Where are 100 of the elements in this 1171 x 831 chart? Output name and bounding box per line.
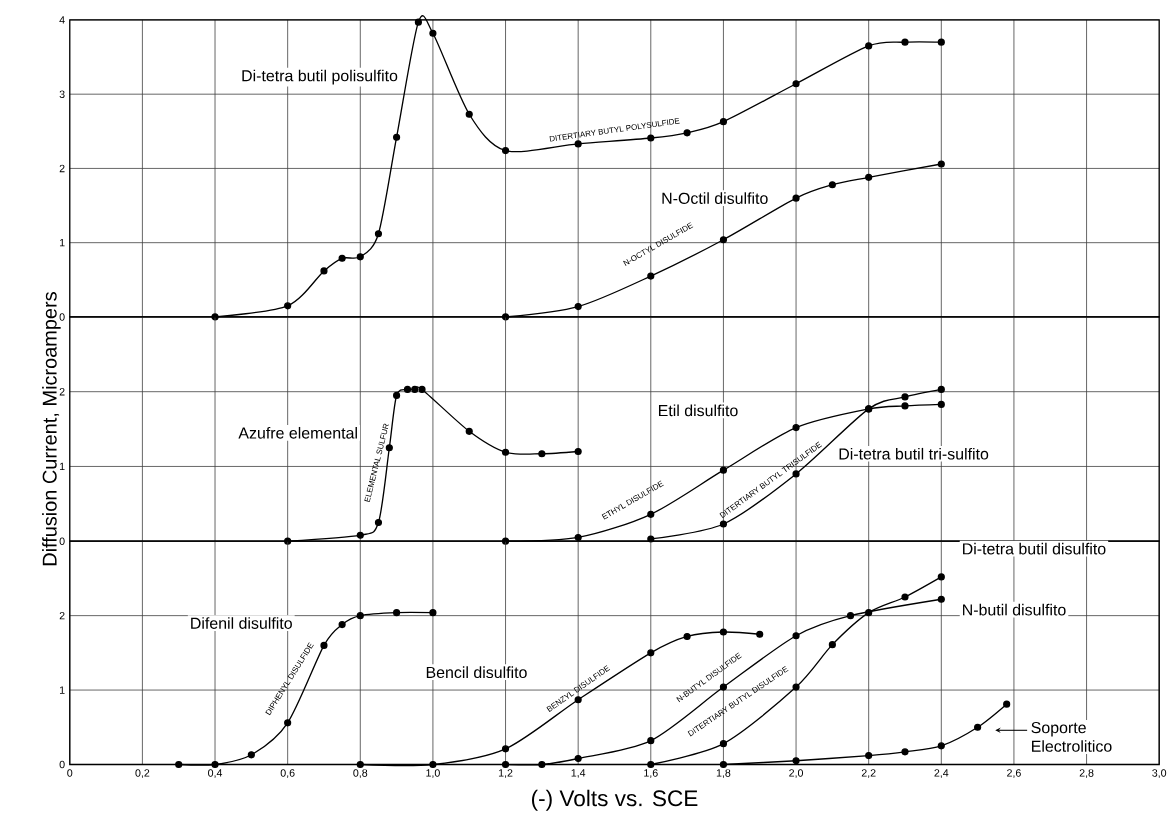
point — [901, 402, 909, 410]
point — [647, 272, 655, 280]
point — [403, 385, 412, 393]
point — [846, 611, 855, 620]
y-tick-label: 1 — [59, 462, 65, 470]
point — [418, 385, 426, 393]
point — [429, 29, 437, 37]
point — [901, 593, 909, 601]
point — [465, 427, 473, 435]
x-tick-label: 0,4 — [208, 769, 223, 778]
point — [828, 181, 836, 189]
point — [647, 535, 655, 543]
x-tick-label: 1,2 — [498, 769, 513, 778]
x-tick-label: 0,8 — [353, 769, 368, 778]
point — [683, 632, 691, 640]
x-tick-label: 1,4 — [571, 769, 586, 778]
point — [374, 518, 383, 526]
point — [865, 173, 873, 181]
point — [1003, 700, 1011, 708]
point — [937, 742, 945, 750]
point — [683, 129, 691, 137]
point — [538, 760, 546, 768]
point — [647, 736, 655, 745]
point — [792, 80, 800, 88]
text: Bencil disulfito — [426, 666, 527, 678]
point — [338, 620, 346, 629]
point — [465, 110, 473, 118]
series-label: N-butil disulfito — [963, 603, 1066, 616]
point — [719, 236, 728, 244]
series-label: N-Octil disulfito — [662, 192, 768, 204]
y-tick-label: 0 — [59, 537, 65, 545]
text: Difenil disulfito — [191, 617, 292, 629]
point — [574, 302, 582, 311]
y-tick-label: 4 — [59, 16, 65, 24]
point — [175, 760, 183, 768]
x-axis-title: (-) Volts vs. SCE — [531, 789, 698, 811]
point — [901, 748, 909, 756]
point — [414, 18, 422, 26]
point — [937, 38, 945, 46]
point — [356, 760, 364, 768]
point — [356, 611, 364, 620]
point — [501, 448, 510, 456]
point — [574, 533, 582, 541]
point — [356, 531, 364, 539]
x-tick-label: 2,2 — [861, 769, 876, 778]
series-label: Di-tetra butil polisulfito — [242, 69, 398, 85]
point — [792, 632, 800, 640]
point — [647, 134, 655, 142]
point — [865, 608, 873, 617]
x-tick-label: 3,0 — [1152, 769, 1167, 778]
y-tick-label: 3 — [59, 90, 65, 98]
point — [574, 754, 582, 762]
point — [719, 628, 728, 636]
point — [574, 696, 582, 704]
x-tick-label: 2,8 — [1079, 769, 1094, 778]
point — [792, 683, 800, 691]
point — [356, 253, 364, 261]
y-tick-label: 1 — [59, 686, 65, 694]
point — [937, 573, 945, 581]
point — [719, 683, 728, 691]
point — [937, 400, 945, 408]
series-label: Di-tetra butil disulfito — [963, 542, 1106, 555]
point — [501, 146, 510, 155]
point — [247, 751, 255, 759]
point — [429, 760, 437, 768]
point — [501, 760, 510, 768]
point — [574, 447, 582, 455]
series-label: Azufre elemental — [238, 426, 357, 439]
x-tick-label: 2,6 — [1007, 769, 1021, 778]
point — [429, 608, 437, 617]
point — [647, 760, 655, 768]
point — [828, 640, 836, 649]
point — [719, 760, 728, 768]
series-label: Di-tetra butil tri-sulfito — [839, 447, 989, 460]
point — [719, 739, 728, 748]
x-tick-label: 0 — [67, 769, 73, 777]
point — [284, 719, 292, 727]
point — [501, 745, 510, 753]
x-tick-label: 1,6 — [644, 769, 658, 778]
point — [393, 391, 401, 399]
point — [865, 751, 873, 760]
point — [792, 194, 800, 202]
point — [393, 608, 401, 617]
y-tick-label: 1 — [59, 238, 65, 247]
x-tick-label: 2,4 — [934, 769, 949, 778]
y-tick-label: 2 — [59, 164, 65, 173]
point — [393, 133, 401, 141]
point — [538, 450, 546, 458]
point — [647, 510, 655, 518]
point — [338, 254, 346, 262]
point — [937, 160, 945, 168]
point — [411, 385, 419, 393]
point — [719, 520, 728, 528]
x-tick-label: 1,0 — [426, 769, 440, 778]
point — [974, 723, 982, 731]
x-tick-label: 0,6 — [280, 769, 295, 778]
x-tick-label: 0,2 — [135, 769, 150, 778]
legend-label: Soporte Electrolitico — [1031, 721, 1112, 752]
y-tick-label: 0 — [59, 760, 65, 769]
point — [374, 230, 383, 238]
